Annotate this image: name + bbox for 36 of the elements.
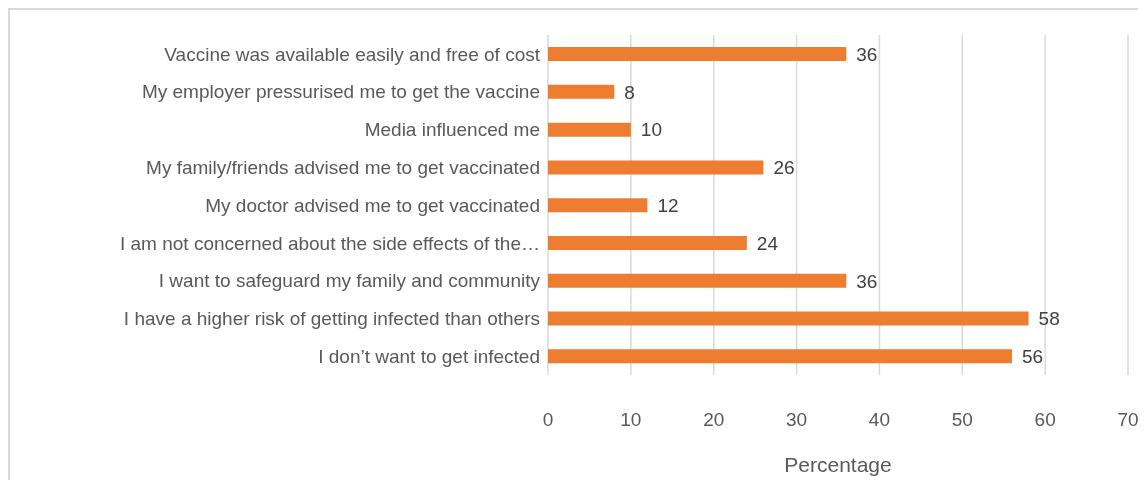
x-tick-label: 40 (868, 409, 890, 431)
y-tick-label: I want to safeguard my family and community (158, 270, 541, 292)
data-label: 58 (1038, 308, 1060, 330)
data-label: 36 (856, 43, 878, 65)
y-tick-label: My doctor advised me to get vaccinated (205, 194, 540, 216)
bar (548, 160, 764, 175)
data-label: 24 (756, 232, 779, 254)
y-tick-label: I don’t want to get infected (318, 345, 540, 367)
x-tick-label: 50 (951, 409, 973, 431)
bar (548, 349, 1012, 364)
y-tick-label: My family/friends advised me to get vaccinated (146, 156, 540, 178)
bar (548, 311, 1029, 326)
x-axis-title: Percentage (784, 453, 892, 476)
y-tick-label: Vaccine was available easily and free of cost (164, 43, 541, 65)
x-tick-label: 60 (1034, 409, 1056, 431)
y-tick-label: I have a higher risk of getting infected than others (123, 308, 540, 330)
data-label: 8 (624, 81, 635, 103)
x-tick-label: 30 (786, 409, 808, 431)
bar (548, 47, 847, 62)
y-tick-label: I am not concerned about the side effects of the… (119, 232, 540, 254)
y-tick-label: My employer pressurised me to get the vaccine (141, 81, 540, 103)
x-tick-label: 70 (1117, 409, 1139, 431)
x-tick-label: 0 (542, 409, 554, 431)
bar (548, 273, 847, 288)
bar (548, 198, 648, 213)
bar (548, 122, 631, 137)
bar (548, 84, 615, 99)
x-tick-label: 10 (620, 409, 642, 431)
y-tick-label: Media influenced me (364, 119, 540, 141)
data-label: 10 (640, 119, 662, 141)
data-label: 56 (1022, 346, 1044, 368)
data-label: 12 (657, 194, 679, 216)
bar (548, 235, 747, 250)
data-label: 36 (856, 270, 878, 292)
data-label: 26 (773, 157, 795, 179)
x-tick-label: 20 (703, 409, 725, 431)
